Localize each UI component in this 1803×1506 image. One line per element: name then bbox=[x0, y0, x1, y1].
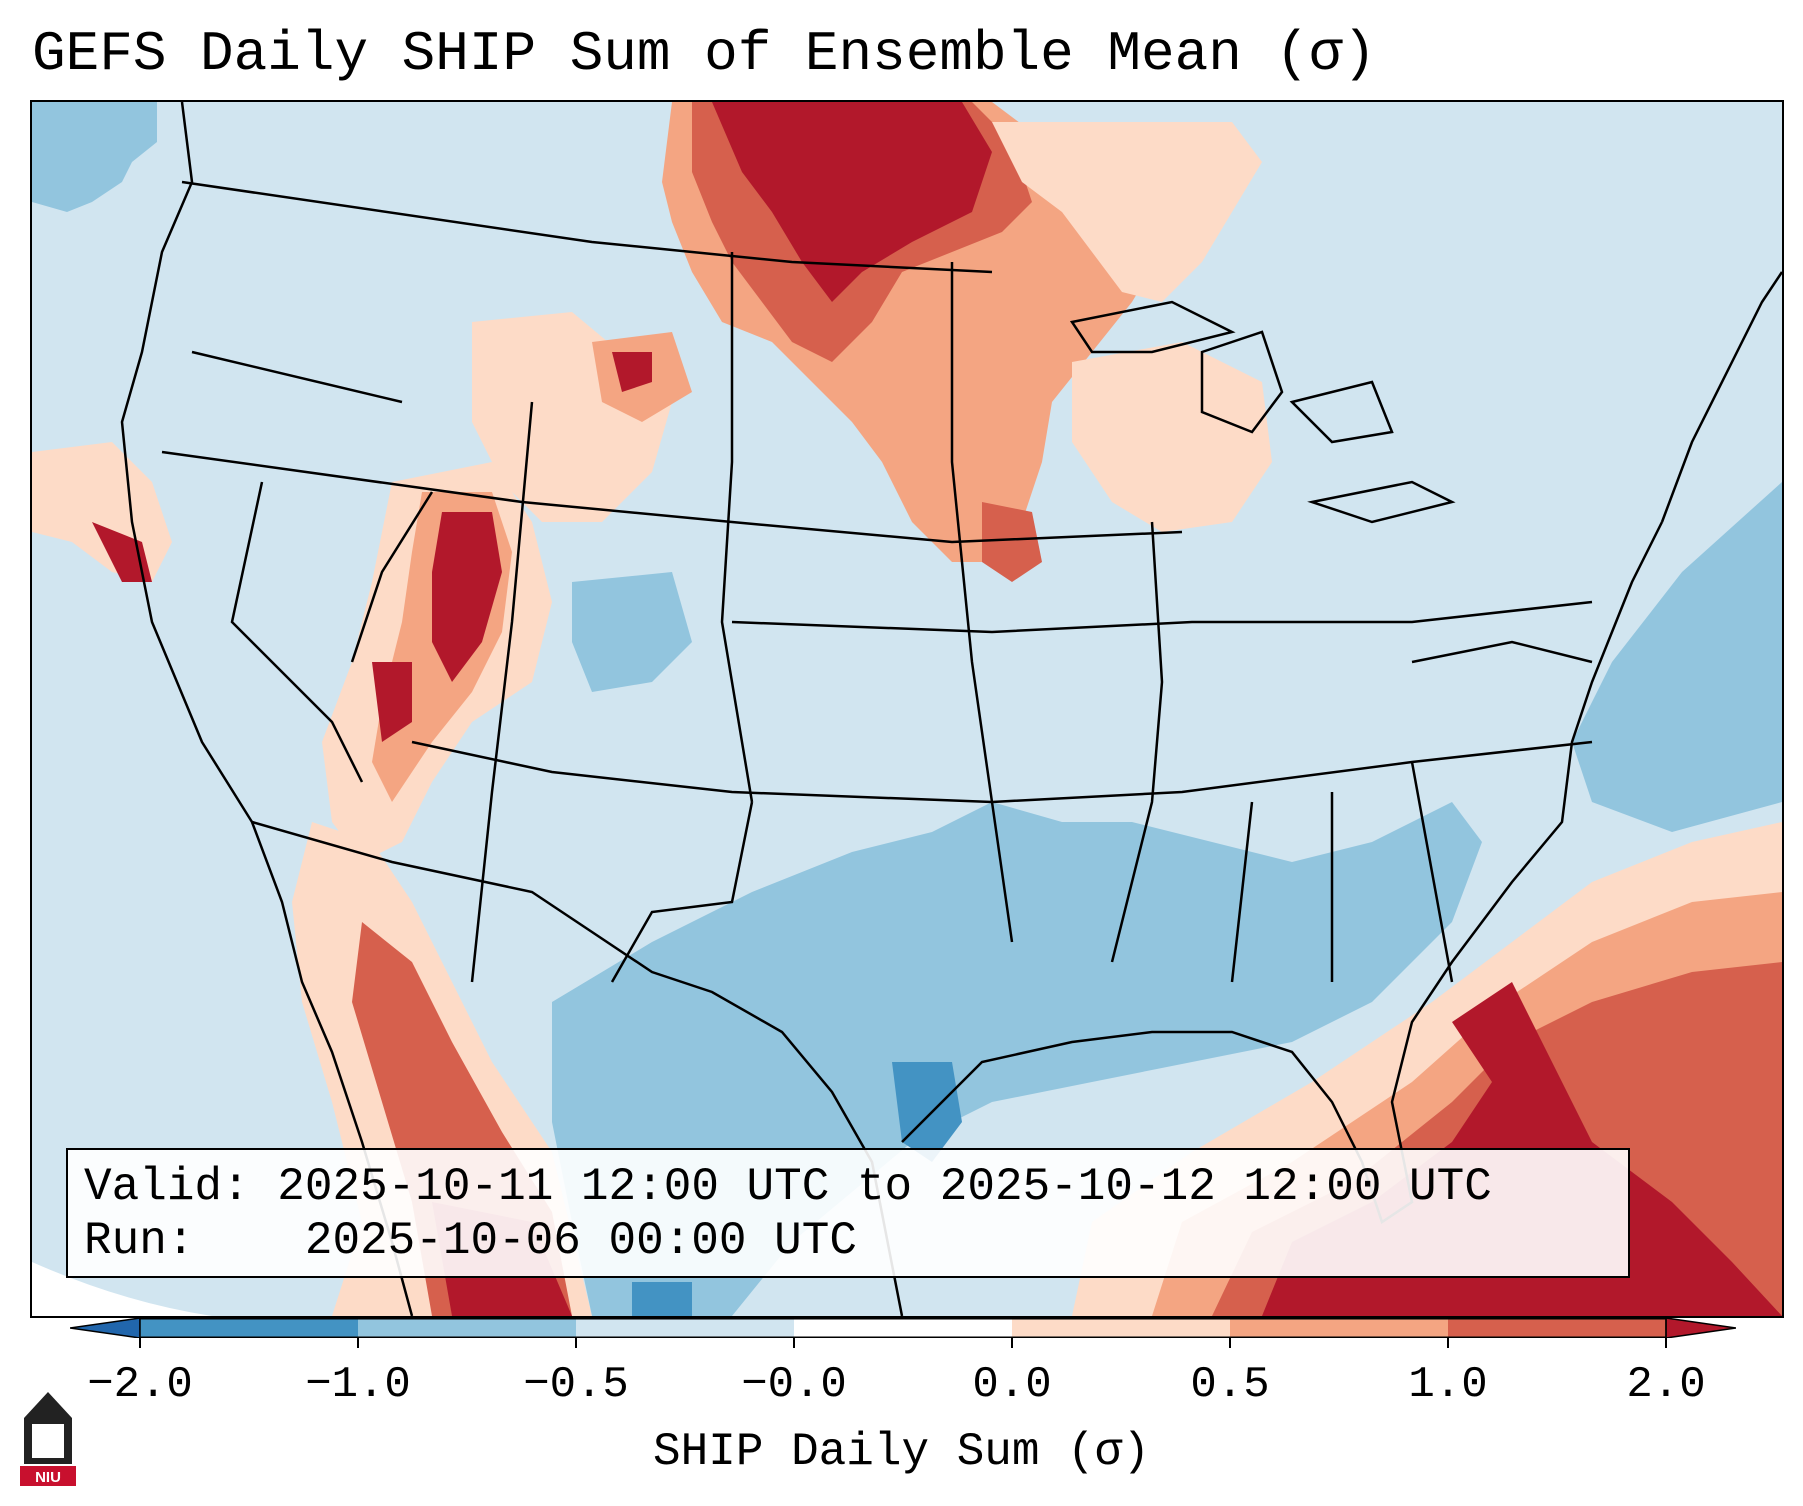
region-atlantic-negative bbox=[1572, 482, 1782, 832]
state-lines-north bbox=[161, 350, 1183, 544]
lake-huron bbox=[1289, 380, 1394, 444]
colorbar-tick-label: 0.0 bbox=[972, 1360, 1052, 1410]
lake-michigan bbox=[1200, 330, 1284, 434]
valid-label: Valid: bbox=[84, 1161, 250, 1213]
colorbar-tick bbox=[1229, 1338, 1231, 1348]
colorbar-segment bbox=[1012, 1318, 1231, 1338]
colorbar-tick bbox=[793, 1338, 795, 1348]
logo-text: NIU bbox=[35, 1469, 61, 1486]
chart-title: GEFS Daily SHIP Sum of Ensemble Mean (σ) bbox=[32, 22, 1377, 86]
region-ontario-weak bbox=[992, 122, 1262, 302]
state-lines-southeast bbox=[1230, 640, 1593, 983]
colorbar bbox=[70, 1318, 1736, 1338]
run-value: 2025-10-06 00:00 UTC bbox=[304, 1215, 857, 1267]
region-california-extreme bbox=[92, 522, 152, 582]
colorbar-frame bbox=[139, 1318, 1667, 1338]
pacific-coastline bbox=[120, 102, 414, 1316]
us-canada-border bbox=[181, 180, 993, 274]
state-lines-mid bbox=[610, 600, 1593, 983]
valid-line: Valid: 2025-10-11 12:00 UTC to 2025-10-1… bbox=[84, 1160, 1492, 1214]
map-panel bbox=[30, 100, 1784, 1318]
colorbar-tick-label: 2.0 bbox=[1626, 1360, 1706, 1410]
colorbar-tick bbox=[575, 1338, 577, 1348]
colorbar-tick-label: −0.0 bbox=[741, 1360, 847, 1410]
logo-window bbox=[32, 1424, 64, 1458]
colorbar-title: SHIP Daily Sum (σ) bbox=[653, 1426, 1150, 1478]
map-svg bbox=[32, 102, 1782, 1316]
colorbar-tick bbox=[139, 1338, 141, 1348]
region-great-lakes-weak bbox=[1072, 342, 1272, 532]
region-mexico-strong-negative bbox=[632, 1282, 692, 1316]
valid-value: 2025-10-11 12:00 UTC to 2025-10-12 12:00… bbox=[277, 1161, 1492, 1213]
region-texas-coast-strong-negative bbox=[892, 1062, 962, 1162]
state-lines-west bbox=[230, 401, 534, 983]
region-pacific-nw-negative bbox=[32, 102, 157, 212]
region-montana-extreme bbox=[612, 352, 652, 392]
run-label: Run: bbox=[84, 1215, 195, 1267]
niu-logo: NIU bbox=[20, 1392, 76, 1486]
lake-erie bbox=[1307, 480, 1456, 524]
colorbar-segment bbox=[1230, 1318, 1449, 1338]
region-nevada-extreme bbox=[372, 662, 412, 742]
run-line: Run: 2025-10-06 00:00 UTC bbox=[84, 1214, 857, 1268]
colorbar-extend-high bbox=[1665, 1318, 1736, 1338]
colorbar-tick-label: 0.5 bbox=[1190, 1360, 1270, 1410]
colorbar-tick-label: 1.0 bbox=[1408, 1360, 1488, 1410]
colorbar-extend-low bbox=[70, 1318, 141, 1338]
valid-run-info-box: Valid: 2025-10-11 12:00 UTC to 2025-10-1… bbox=[66, 1148, 1630, 1278]
lake-superior bbox=[1069, 300, 1236, 354]
map-outlines bbox=[120, 102, 1782, 1316]
colorbar-segment bbox=[794, 1318, 1013, 1338]
colorbar-tick bbox=[1665, 1338, 1667, 1348]
colorbar-segment bbox=[140, 1318, 359, 1338]
us-mexico-border bbox=[251, 820, 904, 1316]
colorbar-tick-label: −0.5 bbox=[523, 1360, 629, 1410]
colorbar-tick bbox=[1011, 1338, 1013, 1348]
northeast-coastline bbox=[1660, 271, 1782, 523]
region-colorado-negative bbox=[572, 572, 692, 692]
colorbar-tick-label: −2.0 bbox=[87, 1360, 193, 1410]
colorbar-segment bbox=[1448, 1318, 1667, 1338]
logo-badge bbox=[20, 1466, 76, 1486]
colorbar-tick bbox=[357, 1338, 359, 1348]
region-iowa-high bbox=[982, 502, 1042, 582]
state-lines-vertical bbox=[720, 252, 1164, 963]
projection-edge-left bbox=[32, 1262, 212, 1316]
region-northern-plains-extreme bbox=[712, 102, 992, 302]
region-utah-extreme bbox=[432, 512, 502, 682]
colorbar-segment bbox=[358, 1318, 577, 1338]
colorbar-tick-label: −1.0 bbox=[305, 1360, 411, 1410]
colorbar-segment bbox=[576, 1318, 795, 1338]
colorbar-tick bbox=[1447, 1338, 1449, 1348]
